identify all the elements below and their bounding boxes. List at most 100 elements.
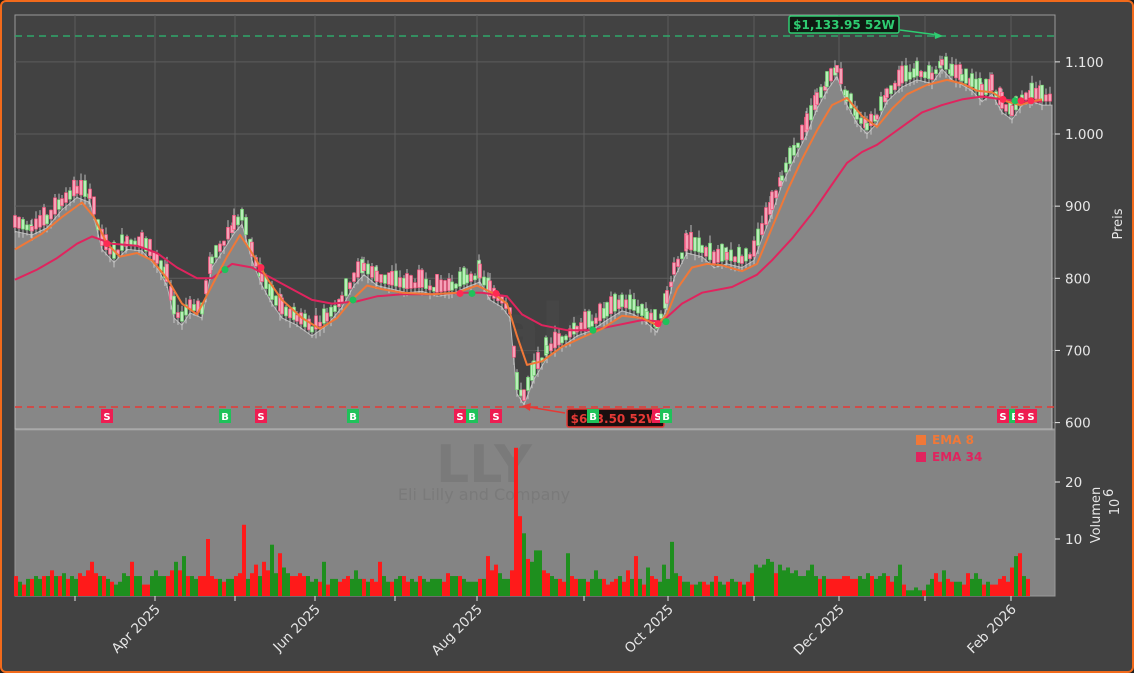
tick-label: 10 [1065, 532, 1082, 548]
x-tick-label: Jun 2025 [270, 602, 324, 656]
crossover-dot [662, 318, 670, 326]
candle-down [478, 263, 482, 279]
ema34-line [14, 95, 1042, 332]
candle-down [280, 297, 284, 315]
volume-bar [574, 578, 578, 596]
volume-bar [658, 581, 662, 596]
candle-down [897, 69, 901, 87]
candle-down [1048, 93, 1052, 102]
signal-label: S [999, 412, 1006, 423]
volume-bar [578, 578, 582, 596]
candle-down [176, 312, 180, 318]
candle-up [944, 56, 948, 70]
volume-bar [514, 447, 518, 596]
volume-bar [122, 573, 126, 596]
volume-bar [746, 581, 750, 596]
volume-bar [178, 570, 182, 596]
candle-up [889, 85, 893, 94]
candle-down [140, 232, 144, 248]
volume-bar [674, 573, 678, 596]
volume-bar [586, 581, 590, 596]
volume-bar [1002, 576, 1006, 596]
volume-bar [62, 573, 66, 596]
candle-up [819, 86, 823, 98]
candle-down [218, 243, 222, 252]
signal-badge [490, 409, 502, 423]
volume-bar [594, 570, 598, 596]
volume-bar [142, 584, 146, 596]
tick-label: 600 [1065, 416, 1091, 432]
volume-bar [102, 576, 106, 596]
signal-label: S [257, 412, 264, 423]
x-tick-label: Apr 2025 [109, 602, 164, 657]
volume-bar [74, 578, 78, 596]
volume-bar [782, 570, 786, 596]
candle-up [859, 117, 863, 124]
candle-up [383, 274, 387, 284]
volume-bar [990, 584, 994, 596]
candle-down [13, 215, 17, 228]
candle-up [274, 295, 278, 306]
candle-up [532, 360, 536, 376]
volume-bar [238, 573, 242, 596]
candle-up [473, 275, 477, 281]
volume-bar [450, 576, 454, 596]
volume-bar [402, 576, 406, 596]
signal-label: S [654, 412, 661, 423]
volume-bar [274, 573, 278, 596]
candle-down [72, 179, 76, 197]
volume-bar [814, 576, 818, 596]
candle-down [30, 226, 34, 232]
candle-up [796, 142, 800, 148]
volume-bar [614, 578, 618, 596]
volume-bar [642, 584, 646, 596]
candle-down [375, 270, 379, 282]
volume-bar [414, 581, 418, 596]
volume-bar [446, 573, 450, 596]
legend-swatch-ema34 [916, 452, 926, 462]
candle-down [1010, 105, 1014, 116]
candle-up [68, 190, 72, 200]
candle-up [700, 245, 704, 253]
candle-down [352, 272, 356, 282]
candle-down [557, 333, 561, 346]
candle-up [784, 162, 788, 173]
volume-bar [206, 539, 210, 596]
volume-bar [598, 578, 602, 596]
volume-bar [494, 564, 498, 596]
volume-bar [458, 576, 462, 596]
volume-bar [434, 578, 438, 596]
volume-bar [162, 576, 166, 596]
volume-bar [374, 581, 378, 596]
candle-down [443, 280, 447, 292]
volume-bar [786, 567, 790, 596]
candle-down [226, 227, 230, 240]
candle-up [214, 245, 218, 258]
candle-down [568, 328, 572, 338]
volume-axis-title: Volumen [1089, 487, 1104, 544]
candle-down [883, 95, 887, 103]
volume-bar [82, 576, 86, 596]
candle-up [402, 277, 406, 289]
candle-up [450, 281, 454, 291]
volume-bar [1026, 578, 1030, 596]
volume-bar [338, 581, 342, 596]
volume-bar [474, 581, 478, 596]
volume-bar [942, 570, 946, 596]
candle-down [222, 240, 226, 246]
candle-down [488, 280, 492, 297]
candle-down [447, 278, 451, 291]
candle-up [744, 248, 748, 262]
crossover-dot [456, 289, 464, 297]
candle-down [1034, 87, 1038, 100]
candle-down [770, 191, 774, 210]
candle-up [780, 175, 784, 181]
volume-bar [1022, 576, 1026, 596]
company-watermark: Eli Lilly and Company [398, 485, 570, 504]
volume-bar [534, 550, 538, 596]
signal-label: S [456, 412, 463, 423]
legend: EMA 8 EMA 34 [916, 433, 982, 464]
volume-bar [902, 584, 906, 596]
signal-label: S [1027, 412, 1034, 423]
candle-down [314, 315, 318, 330]
